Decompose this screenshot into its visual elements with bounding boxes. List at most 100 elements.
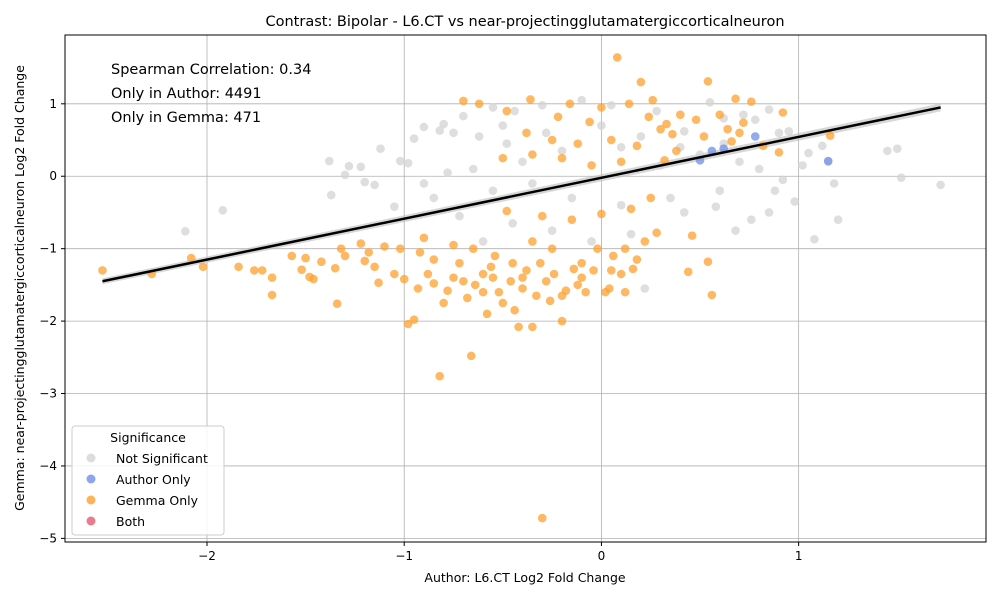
point-not-significant [764, 105, 774, 114]
point-gemma-only [502, 106, 512, 116]
point-gemma-only [423, 269, 433, 279]
y-tick-label: −5 [39, 531, 57, 545]
point-not-significant [419, 122, 429, 132]
point-not-significant [616, 200, 626, 210]
point-gemma-only [676, 110, 685, 119]
point-gemma-only [731, 94, 740, 104]
y-tick-label: −3 [39, 387, 57, 401]
legend-box [71, 425, 225, 536]
annotation-gemma-only: Only in Gemma: 471 [111, 110, 261, 126]
point-gemma-only [435, 371, 445, 381]
point-not-significant [537, 100, 547, 110]
point-gemma-only [478, 269, 488, 279]
legend-entry-author-only: Author Only [86, 472, 191, 487]
point-not-significant [666, 193, 675, 203]
plot-frame [64, 34, 987, 543]
point-not-significant [344, 161, 354, 171]
point-gemma-only [774, 148, 784, 157]
point-gemma-only [336, 244, 346, 253]
point-gemma-only [395, 244, 405, 253]
point-gemma-only [486, 262, 496, 272]
point-author-only [823, 156, 833, 166]
point-gemma-only [668, 129, 677, 139]
point-not-significant [435, 126, 445, 135]
point-gemma-only [470, 280, 480, 290]
point-not-significant [468, 164, 478, 174]
point-gemma-only [640, 237, 650, 246]
x-tick-label: 1 [795, 549, 803, 563]
point-not-significant [597, 121, 606, 130]
point-gemma-only [463, 293, 472, 303]
point-gemma-only [593, 244, 602, 253]
point-gemma-only [597, 103, 606, 112]
point-gemma-only [585, 117, 594, 127]
series-not-significant [181, 95, 945, 293]
point-not-significant [395, 156, 405, 166]
legend-label-both: Both [116, 514, 145, 529]
legend-entry-gemma-only: Gemma Only [86, 493, 199, 508]
point-gemma-only [287, 251, 297, 261]
point-gemma-only [502, 206, 512, 216]
point-not-significant [510, 106, 519, 116]
point-not-significant [804, 148, 813, 158]
point-not-significant [587, 237, 596, 246]
point-not-significant [419, 179, 429, 188]
legend: Significance Not Significant Author Only… [71, 425, 225, 536]
point-gemma-only [597, 209, 606, 219]
point-not-significant [896, 173, 906, 182]
point-not-significant [567, 193, 577, 203]
point-gemma-only [723, 124, 732, 134]
point-gemma-only [429, 279, 439, 288]
point-gemma-only [636, 77, 646, 87]
point-gemma-only [508, 258, 517, 268]
point-gemma-only [459, 96, 468, 106]
y-tick-label: 1 [49, 97, 57, 111]
point-gemma-only [532, 291, 541, 301]
point-gemma-only [528, 150, 537, 159]
point-gemma-only [672, 146, 681, 156]
point-not-significant [810, 234, 819, 244]
point-not-significant [778, 175, 788, 185]
point-not-significant [735, 157, 744, 167]
point-gemma-only [415, 247, 425, 257]
point-gemma-only [498, 153, 508, 163]
point-gemma-only [612, 53, 622, 62]
point-gemma-only [683, 267, 693, 277]
point-not-significant [640, 284, 650, 293]
point-gemma-only [747, 97, 756, 106]
point-gemma-only [553, 112, 563, 122]
point-not-significant [679, 127, 689, 136]
point-gemma-only [703, 257, 713, 267]
point-gemma-only [557, 316, 567, 326]
point-author-only [707, 146, 717, 156]
point-not-significant [518, 157, 527, 167]
point-not-significant [429, 193, 439, 203]
legend-marker-not-significant [86, 453, 96, 463]
point-not-significant [818, 141, 827, 151]
point-not-significant [403, 158, 413, 168]
point-not-significant [892, 144, 902, 154]
point-not-significant [370, 180, 379, 190]
point-gemma-only [403, 319, 413, 329]
point-gemma-only [518, 273, 527, 282]
point-gemma-only [715, 110, 725, 119]
point-gemma-only [608, 251, 618, 261]
legend-entry-not-significant: Not Significant [86, 451, 208, 466]
point-not-significant [747, 215, 756, 224]
point-gemma-only [297, 265, 306, 274]
point-gemma-only [528, 237, 537, 246]
point-gemma-only [825, 131, 835, 140]
point-not-significant [409, 134, 419, 143]
point-gemma-only [567, 215, 577, 224]
point-gemma-only [569, 264, 579, 274]
point-not-significant [739, 110, 748, 119]
point-gemma-only [506, 276, 516, 286]
point-gemma-only [419, 233, 429, 243]
point-not-significant [459, 111, 468, 121]
point-gemma-only [267, 290, 277, 300]
point-gemma-only [498, 298, 508, 308]
point-gemma-only [488, 273, 498, 282]
point-gemma-only [662, 119, 671, 129]
point-gemma-only [198, 262, 208, 272]
